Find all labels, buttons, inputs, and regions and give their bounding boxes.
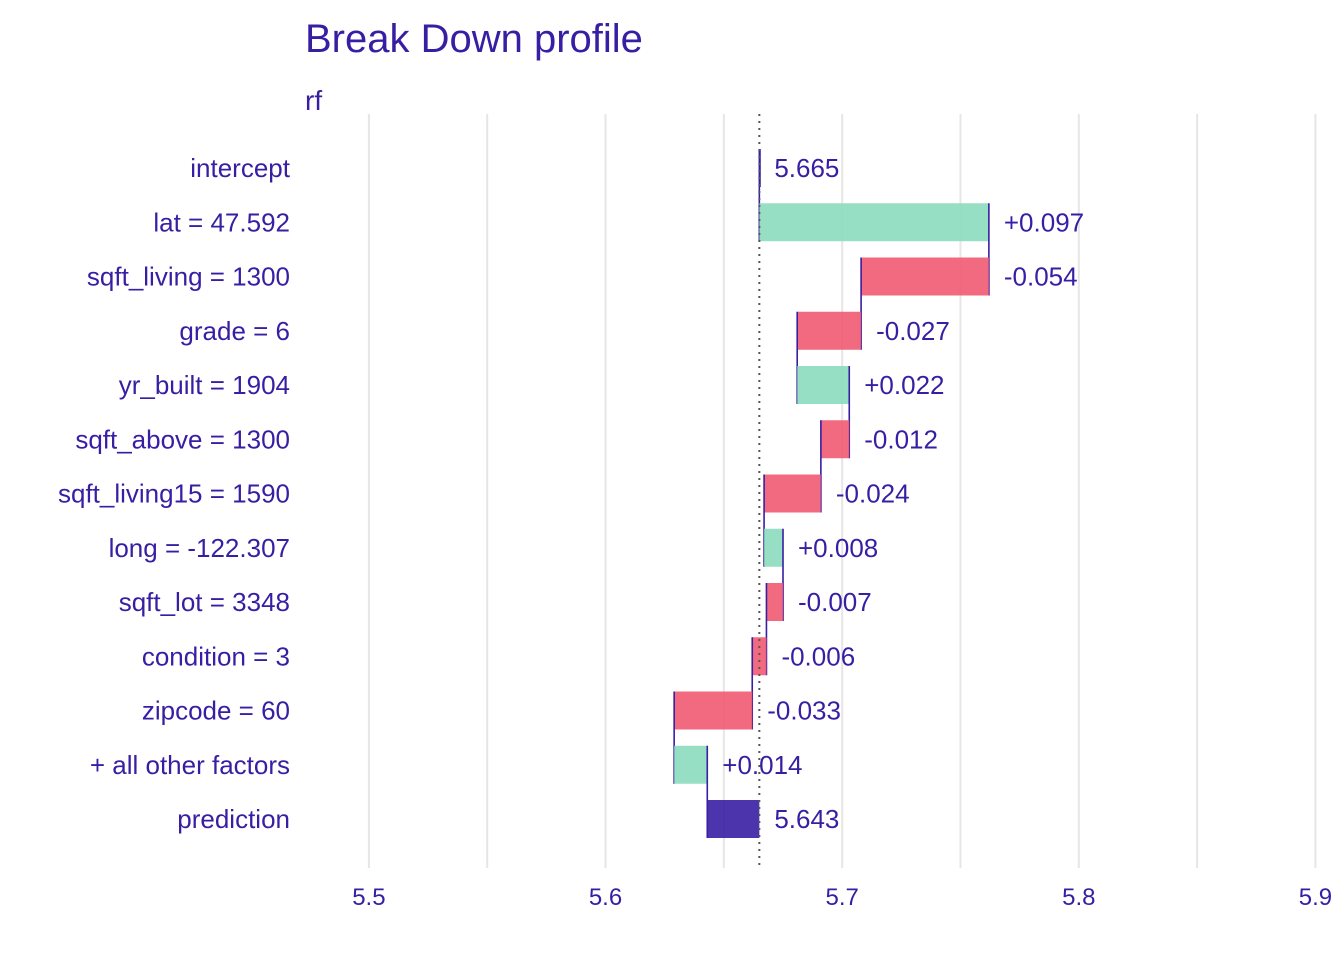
row-label: lat = 47.592 <box>153 207 290 237</box>
x-tick-label: 5.9 <box>1299 884 1332 911</box>
waterfall-bar <box>674 745 708 784</box>
row-label: long = -122.307 <box>109 533 290 563</box>
x-tick-label: 5.6 <box>589 884 622 911</box>
waterfall-bar <box>797 366 850 404</box>
chart-subtitle: rf <box>305 85 322 116</box>
value-label: +0.022 <box>864 370 944 400</box>
value-label: -0.024 <box>836 479 910 509</box>
waterfall-bar <box>820 420 850 459</box>
row-label: prediction <box>177 804 290 834</box>
waterfall-bar <box>766 583 784 621</box>
value-label: +0.008 <box>798 533 878 563</box>
value-label: -0.054 <box>1004 262 1078 292</box>
value-label: -0.027 <box>876 316 950 346</box>
waterfall-bar <box>759 203 989 242</box>
waterfall-bar <box>861 257 989 296</box>
chart-title: Break Down profile <box>305 17 643 61</box>
x-tick-label: 5.5 <box>352 884 385 911</box>
value-label: -0.033 <box>767 696 841 726</box>
waterfall-bar <box>764 474 821 513</box>
row-label: sqft_living = 1300 <box>87 262 290 292</box>
x-tick-label: 5.7 <box>825 884 858 911</box>
waterfall-bar <box>752 637 767 676</box>
row-label: zipcode = 60 <box>142 696 290 726</box>
value-label: +0.097 <box>1004 207 1084 237</box>
row-label: condition = 3 <box>142 641 290 671</box>
row-label: sqft_above = 1300 <box>75 424 290 454</box>
x-tick-label: 5.8 <box>1062 884 1095 911</box>
value-label: -0.007 <box>798 587 872 617</box>
row-label: yr_built = 1904 <box>119 370 290 400</box>
value-label: 5.643 <box>774 804 839 834</box>
bar-layer <box>673 114 990 868</box>
row-label: + all other factors <box>90 750 290 780</box>
waterfall-bar <box>707 800 760 838</box>
row-label: sqft_living15 = 1590 <box>58 479 290 509</box>
value-label: +0.014 <box>722 750 802 780</box>
label-layer: intercept 5.665 lat = 47.592 +0.097 sqft_liv… <box>58 153 1084 834</box>
value-label: -0.006 <box>781 641 855 671</box>
row-label: sqft_lot = 3348 <box>119 587 290 617</box>
waterfall-bar <box>797 311 862 350</box>
waterfall-bar <box>764 528 784 567</box>
row-label: intercept <box>190 153 290 183</box>
waterfall-bar <box>674 691 753 730</box>
row-label: grade = 6 <box>179 316 290 346</box>
x-axis-ticks: 5.5 5.6 5.7 5.8 5.9 <box>352 884 1332 911</box>
value-label: 5.665 <box>774 153 839 183</box>
value-label: -0.012 <box>864 424 938 454</box>
